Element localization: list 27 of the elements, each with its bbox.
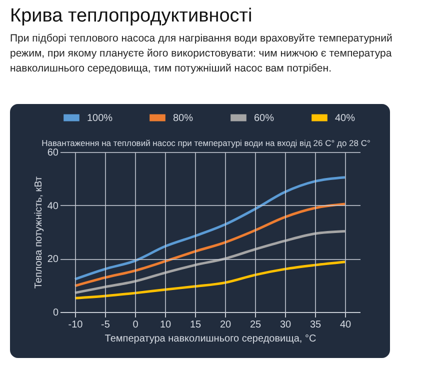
x-tick-label: 15 (190, 320, 202, 330)
x-tick-label: -5 (101, 320, 110, 330)
x-axis-title: Температура навколишнього середовища, °C (104, 334, 316, 344)
line-series (74, 260, 346, 300)
line-series (74, 230, 346, 294)
chart-title: Крива теплопродуктивності (10, 6, 252, 26)
text: Навантаження на тепловий насос при температурі води на вході від 26 C° до 28 C° (42, 138, 370, 148)
x-tick-label: 25 (250, 320, 262, 330)
y-axis-title: Теплова потужність, кВт (33, 176, 44, 289)
y-tick-label: 40 (47, 200, 59, 212)
x-tick-label: 0 (132, 320, 139, 330)
line-series (74, 202, 346, 288)
legend-label: 60% (254, 112, 274, 124)
y-tick-label: 0 (52, 308, 59, 318)
x-tick-label: 40 (340, 320, 352, 330)
y-tick-label: 60 (47, 148, 59, 158)
x-tick-label: 35 (310, 320, 322, 330)
y-tick-label: 20 (47, 254, 59, 266)
line-series (74, 176, 346, 280)
x-tick-label: 20 (220, 320, 232, 330)
chart-subtitle: При підборі теплового насоса для нагрівання води враховуйте температурний режим, при якому плануєте його використовувати: чим нижчою є температура навколишнього середовища, тим потужніший насос вам потрібен. (10, 32, 392, 74)
legend-label: 100% (87, 112, 113, 124)
legend-label: 40% (335, 112, 356, 124)
x-tick-label: -10 (68, 320, 84, 330)
x-tick-label: 10 (160, 320, 172, 330)
x-tick-label: 30 (280, 320, 292, 330)
legend-label: 80% (173, 112, 194, 124)
